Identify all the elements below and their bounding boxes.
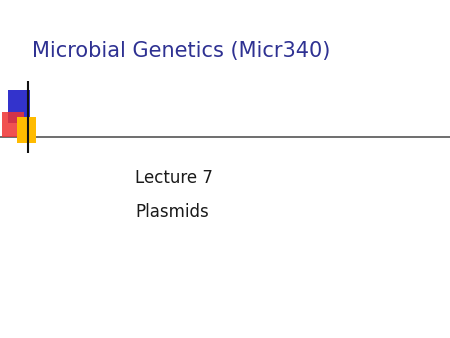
- Text: Lecture 7: Lecture 7: [135, 169, 213, 187]
- Bar: [2, 112, 24, 137]
- Bar: [17, 117, 36, 143]
- Text: Plasmids: Plasmids: [135, 203, 209, 221]
- Text: Microbial Genetics (Micr340): Microbial Genetics (Micr340): [32, 41, 330, 61]
- Bar: [8, 90, 30, 123]
